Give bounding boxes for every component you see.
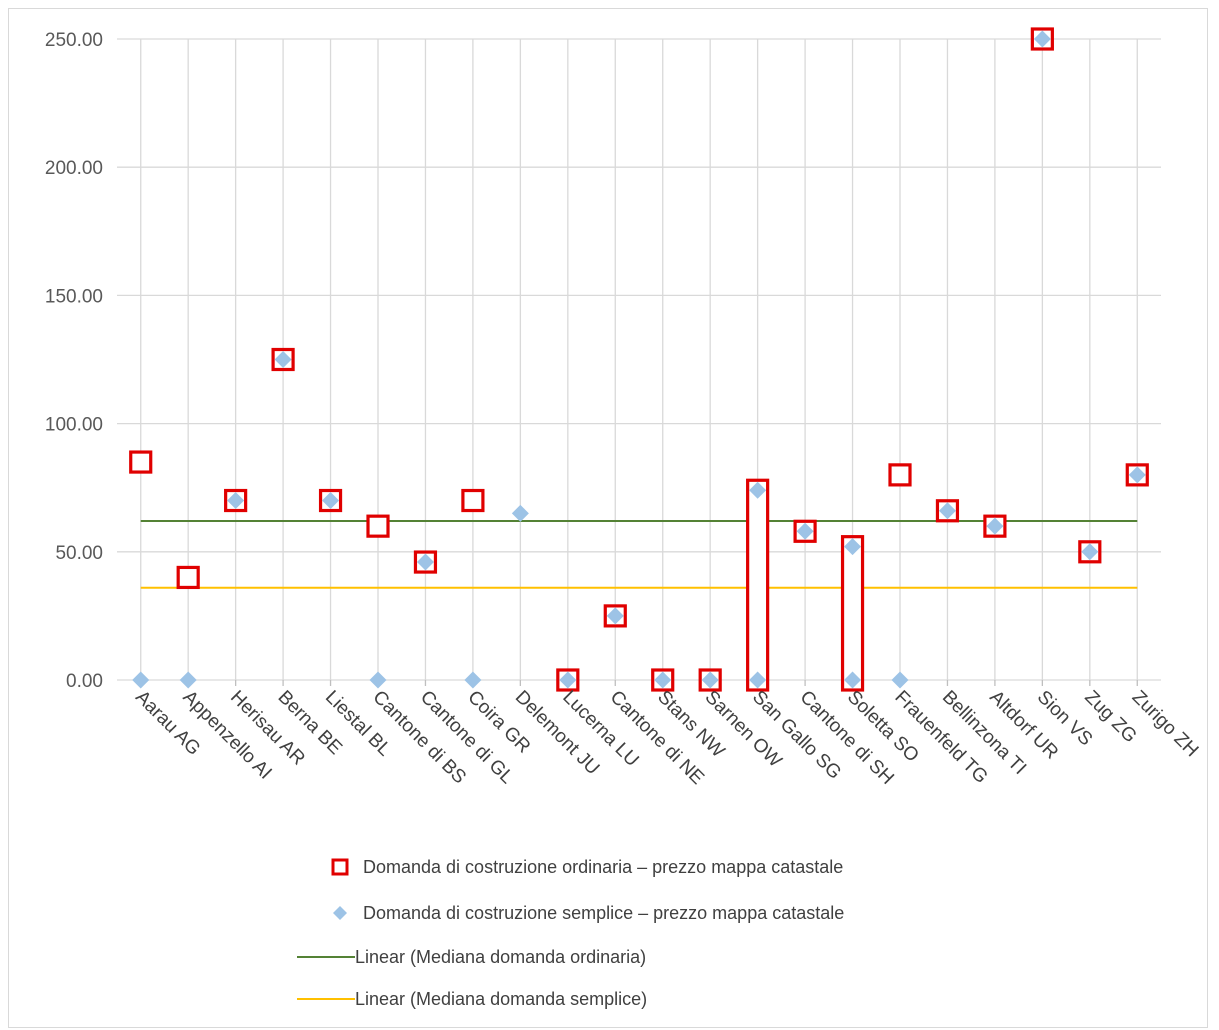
legend-label-semplice: Domanda di costruzione semplice – prezzo…	[363, 903, 844, 923]
point-ordinaria[interactable]	[176, 565, 200, 590]
point-semplice[interactable]	[606, 607, 624, 625]
point-semplice[interactable]	[1033, 30, 1051, 48]
point-semplice[interactable]	[891, 671, 909, 689]
chart-frame: 0.00 50.00 100.00 150.00 200.00 250.00 Aarau A…	[8, 8, 1208, 1028]
point-ordinaria-range[interactable]	[746, 478, 770, 692]
point-semplice[interactable]	[369, 671, 387, 689]
y-tick-label: 200.00	[45, 158, 103, 179]
point-semplice[interactable]	[227, 492, 245, 510]
point-ordinaria[interactable]	[366, 514, 390, 538]
point-semplice[interactable]	[844, 671, 862, 689]
point-semplice[interactable]	[464, 671, 482, 689]
point-semplice[interactable]	[701, 671, 719, 689]
point-semplice[interactable]	[179, 671, 197, 689]
point-semplice[interactable]	[654, 671, 672, 689]
point-semplice[interactable]	[986, 517, 1004, 535]
point-semplice[interactable]	[796, 522, 814, 540]
point-ordinaria[interactable]	[129, 450, 153, 474]
point-semplice[interactable]	[844, 538, 862, 556]
y-tick-label: 150.00	[45, 286, 103, 307]
y-tick-label: 250.00	[45, 30, 103, 51]
point-semplice[interactable]	[322, 492, 340, 510]
point-ordinaria-range[interactable]	[840, 535, 865, 692]
point-ordinaria[interactable]	[888, 463, 912, 487]
point-semplice[interactable]	[416, 553, 434, 571]
legend-label-mediana-semplice: Linear (Mediana domanda semplice)	[355, 989, 647, 1009]
legend-label-ordinaria: Domanda di costruzione ordinaria – prezz…	[363, 857, 843, 877]
point-semplice[interactable]	[132, 671, 150, 689]
point-semplice[interactable]	[749, 671, 767, 689]
point-semplice[interactable]	[938, 502, 956, 520]
point-ordinaria[interactable]	[461, 488, 485, 513]
legend-marker-ordinaria	[331, 858, 349, 876]
point-semplice[interactable]	[1081, 543, 1099, 561]
y-tick-label: 100.00	[45, 415, 103, 436]
legend-marker-semplice	[333, 906, 347, 920]
point-semplice[interactable]	[274, 351, 292, 368]
y-tick-label: 50.00	[55, 543, 103, 564]
point-semplice[interactable]	[749, 481, 767, 499]
point-semplice[interactable]	[1128, 466, 1146, 484]
point-semplice[interactable]	[511, 504, 529, 522]
x-category-label: Zurigo ZH	[1128, 687, 1203, 762]
legend-label-mediana-ordinaria: Linear (Mediana domanda ordinaria)	[355, 947, 646, 967]
point-semplice[interactable]	[559, 671, 577, 689]
y-tick-label: 0.00	[66, 671, 103, 692]
